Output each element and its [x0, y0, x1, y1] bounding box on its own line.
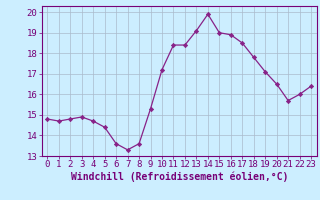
X-axis label: Windchill (Refroidissement éolien,°C): Windchill (Refroidissement éolien,°C)	[70, 172, 288, 182]
